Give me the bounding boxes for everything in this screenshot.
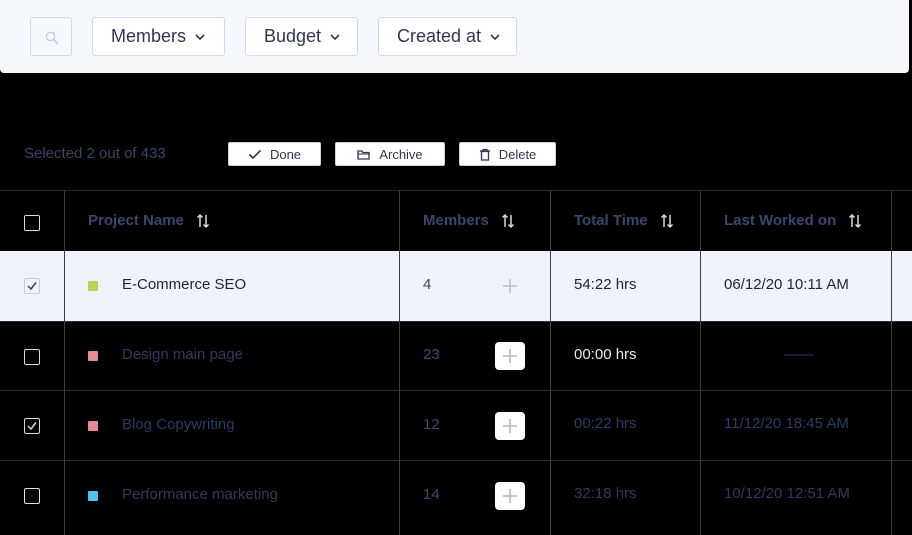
- plus-icon: [503, 419, 517, 433]
- add-member-button[interactable]: [495, 412, 525, 440]
- add-member-button[interactable]: [495, 342, 525, 370]
- members-header[interactable]: Members: [423, 190, 515, 251]
- archive-button[interactable]: Archive: [335, 142, 445, 166]
- last-worked-on: 10/12/20 12:51 AM: [724, 485, 850, 502]
- search-button[interactable]: [30, 17, 72, 56]
- plus-icon: [503, 489, 517, 503]
- row-checkbox[interactable]: [24, 278, 40, 294]
- search-icon: [45, 31, 59, 45]
- project-color-swatch: [88, 281, 98, 291]
- total-time: 00:22 hrs: [574, 415, 637, 432]
- members-filter-label: Members: [111, 26, 187, 46]
- selection-count: Selected 2 out of 433: [24, 145, 166, 162]
- last-worked-on: ——: [784, 346, 814, 363]
- last-worked-on: 06/12/20 10:11 AM: [724, 276, 849, 293]
- created-at-filter-dropdown[interactable]: Created at: [378, 17, 517, 56]
- total-time-header-label: Total Time: [574, 212, 648, 229]
- budget-filter-label: Budget: [264, 26, 322, 46]
- project-color-swatch: [88, 421, 98, 431]
- members-header-label: Members: [423, 212, 489, 229]
- sort-icon: [501, 213, 514, 228]
- row-checkbox[interactable]: [24, 418, 40, 434]
- row-checkbox[interactable]: [24, 488, 40, 504]
- total-time-header[interactable]: Total Time: [574, 190, 674, 251]
- created-at-filter-label: Created at: [397, 26, 482, 46]
- project-name: Design main page: [122, 346, 243, 363]
- table-row[interactable]: E-Commerce SEO 4 54:22 hrs 06/12/20 10:1…: [0, 251, 912, 321]
- members-count: 23: [423, 346, 440, 363]
- total-time: 32:18 hrs: [574, 485, 637, 502]
- delete-button[interactable]: Delete: [459, 142, 556, 166]
- folder-icon: [357, 149, 371, 160]
- plus-icon: [503, 349, 517, 363]
- done-label: Done: [269, 146, 302, 162]
- chevron-down-icon: [330, 33, 340, 40]
- chevron-down-icon: [195, 33, 205, 40]
- table-row[interactable]: Blog Copywriting 12 00:22 hrs 11/12/20 1…: [0, 391, 912, 461]
- sort-icon: [660, 213, 673, 228]
- last-worked-header[interactable]: Last Worked on: [724, 190, 862, 251]
- project-name: Blog Copywriting: [122, 416, 235, 433]
- check-icon: [27, 282, 37, 291]
- project-color-swatch: [88, 351, 98, 361]
- chevron-down-icon: [490, 33, 500, 40]
- add-member-button[interactable]: [495, 482, 525, 510]
- add-member-button[interactable]: [495, 272, 525, 300]
- table-row[interactable]: Performance marketing 14 32:18 hrs 10/12…: [0, 461, 912, 531]
- project-name-header-label: Project Name: [88, 212, 184, 229]
- members-count: 12: [423, 416, 440, 433]
- done-button[interactable]: Done: [228, 142, 321, 166]
- last-worked-on: 11/12/20 18:45 AM: [724, 415, 849, 432]
- plus-icon: [503, 279, 517, 293]
- filter-bar: Members Budget Created at: [0, 0, 909, 73]
- members-count: 4: [423, 276, 432, 293]
- sort-icon: [196, 213, 209, 228]
- total-time: 54:22 hrs: [574, 276, 637, 293]
- row-checkbox[interactable]: [24, 349, 40, 365]
- table-row[interactable]: Design main page 23 00:00 hrs ——: [0, 321, 912, 391]
- budget-filter-dropdown[interactable]: Budget: [245, 17, 358, 56]
- project-color-swatch: [88, 491, 98, 501]
- archive-label: Archive: [379, 146, 423, 162]
- trash-icon: [479, 148, 490, 161]
- project-name: Performance marketing: [122, 486, 278, 503]
- total-time: 00:00 hrs: [574, 346, 637, 363]
- sort-icon: [849, 213, 862, 228]
- members-filter-dropdown[interactable]: Members: [92, 17, 225, 56]
- project-name-header[interactable]: Project Name: [88, 190, 210, 251]
- select-all-checkbox[interactable]: [24, 215, 40, 231]
- project-name: E-Commerce SEO: [122, 276, 247, 293]
- delete-label: Delete: [498, 146, 537, 162]
- members-count: 14: [423, 486, 440, 503]
- check-icon: [27, 422, 37, 431]
- check-icon: [248, 149, 262, 159]
- last-worked-header-label: Last Worked on: [724, 212, 837, 229]
